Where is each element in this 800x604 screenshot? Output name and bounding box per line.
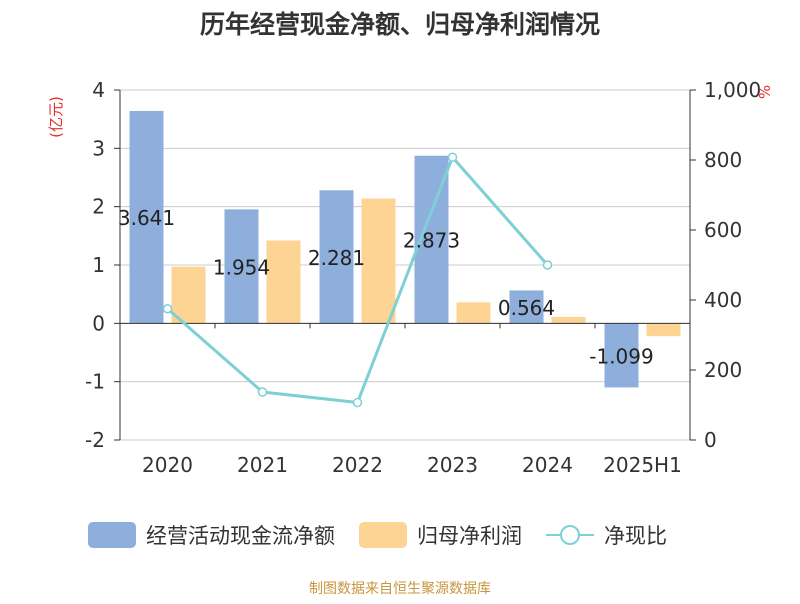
y-right-tick-label: 400 — [704, 288, 742, 312]
bar — [456, 302, 491, 324]
x-tick-label: 2022 — [332, 453, 383, 477]
bar — [224, 209, 259, 324]
y-left-tick-label: 2 — [92, 195, 105, 219]
bars-layer — [129, 110, 681, 388]
y-right-tick-label: 0 — [704, 428, 717, 452]
bar — [266, 240, 301, 324]
bar — [646, 323, 681, 337]
bar — [129, 110, 164, 324]
line-point — [162, 304, 173, 314]
y-left-tick-label: -1 — [85, 370, 105, 394]
y-right-tick-label: 1,000 — [704, 78, 761, 102]
y-right-axis-label: % — [756, 85, 774, 99]
data-label: 2.873 — [403, 229, 460, 253]
y-right-tick-label: 200 — [704, 358, 742, 382]
x-tick-label: 2021 — [237, 453, 288, 477]
data-labels-layer: 3.641 1.954 2.281 2.873 0.564 -1.099 — [118, 206, 654, 368]
data-label: 1.954 — [213, 255, 270, 279]
y-left-tick-label: 0 — [92, 311, 105, 335]
bar — [361, 198, 396, 324]
y-left-tick-label: 3 — [92, 136, 105, 160]
line-point — [257, 387, 268, 397]
legend-swatch-marker — [560, 525, 580, 545]
bar — [319, 190, 354, 324]
line-layer — [162, 152, 553, 408]
x-tick-label: 2024 — [522, 453, 573, 477]
data-label: 2.281 — [308, 246, 365, 270]
legend-swatch — [359, 522, 407, 548]
grid-lines — [120, 89, 690, 441]
legend: 经营活动现金流净额 归母净利润 净现比 — [88, 522, 667, 548]
y-left-axis-label: (亿元) — [47, 96, 65, 138]
x-tick-label: 2025H1 — [603, 453, 682, 477]
x-tick-label: 2023 — [427, 453, 478, 477]
axes-layer: 4 3 2 1 0 -1 -2 1,000 800 600 400 200 0 (亿元)% 2020 2021… — [47, 78, 774, 477]
chart-title: 历年经营现金净额、归母净利润情况 — [200, 10, 600, 39]
legend-label: 净现比 — [604, 524, 667, 548]
legend-label: 归母净利润 — [417, 524, 522, 548]
bar — [509, 290, 544, 324]
legend-swatch — [88, 522, 136, 548]
y-right-tick-label: 800 — [704, 148, 742, 172]
source-footer: 制图数据来自恒生聚源数据库 — [309, 581, 491, 597]
y-left-tick-label: 1 — [92, 253, 105, 277]
bar — [551, 316, 586, 324]
line-point — [352, 397, 363, 408]
bar — [171, 266, 206, 324]
line-point — [447, 152, 458, 162]
x-tick-label: 2020 — [142, 453, 193, 477]
data-label: 3.641 — [118, 206, 175, 230]
bar — [604, 323, 639, 388]
y-left-tick-label: 4 — [92, 78, 105, 102]
y-left-tick-label: -2 — [85, 428, 105, 452]
y-right-tick-label: 600 — [704, 218, 742, 242]
data-label: 0.564 — [498, 296, 555, 320]
line-point — [542, 260, 553, 270]
data-label: -1.099 — [589, 344, 653, 368]
legend-label: 经营活动现金流净额 — [146, 524, 335, 548]
